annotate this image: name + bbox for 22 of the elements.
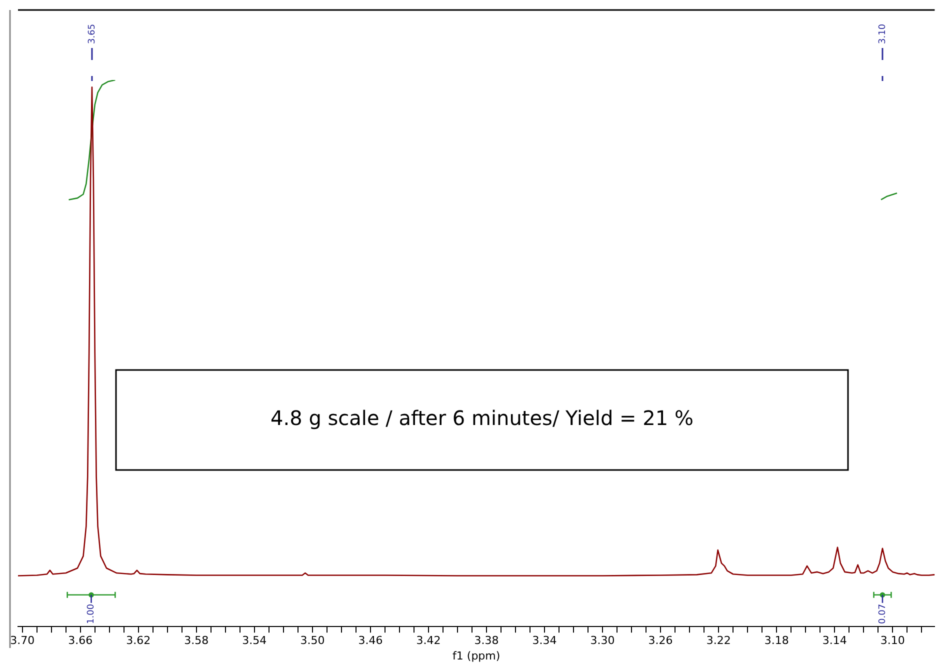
x-tick-label: 3.18 — [764, 634, 789, 648]
x-tick-label: 3.10 — [880, 634, 905, 648]
x-tick-label: 3.14 — [822, 634, 847, 648]
x-tick-label: 3.66 — [68, 634, 93, 648]
x-tick-label: 3.42 — [416, 634, 441, 648]
x-tick-label: 3.62 — [126, 634, 151, 648]
x-axis-title: f1 (ppm) — [452, 649, 500, 662]
annotation: 3.65 — [87, 24, 98, 44]
x-tick-label: 3.70 — [10, 634, 35, 648]
annotation: 1.00 — [86, 604, 97, 624]
x-tick-label: 3.22 — [706, 634, 731, 648]
annotation: 0.07 — [878, 604, 888, 624]
x-tick-label: 3.34 — [532, 634, 557, 648]
annotation: 3.10 — [878, 24, 888, 44]
x-tick-label: 3.38 — [474, 634, 499, 648]
x-tick-label: 3.46 — [358, 634, 383, 648]
x-tick-label: 3.54 — [242, 634, 267, 648]
x-tick-label: 3.26 — [648, 634, 673, 648]
x-tick-label: 3.50 — [300, 634, 325, 648]
x-tick-label: 3.30 — [590, 634, 615, 648]
x-tick-label: 3.58 — [184, 634, 209, 648]
annotation: 4.8 g scale / after 6 minutes/ Yield = 21 % — [270, 406, 694, 430]
